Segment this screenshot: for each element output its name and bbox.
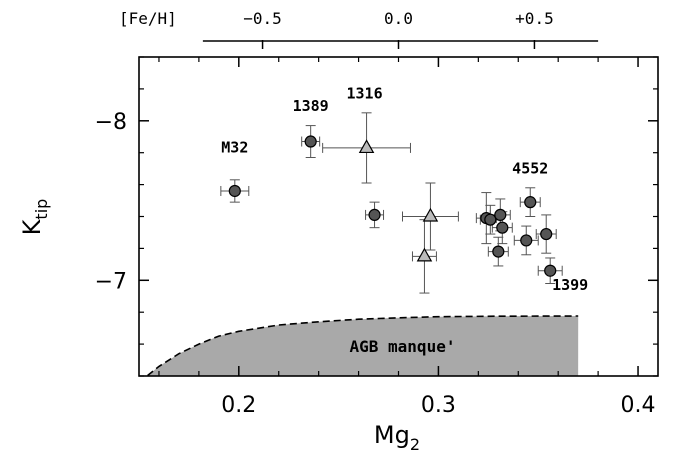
- data-point-triangle: [422, 207, 439, 222]
- agb-manque-label: AGB manque': [350, 337, 456, 356]
- x-tick-label: 0.4: [621, 393, 656, 418]
- marker-layer: [228, 135, 557, 277]
- data-point-circle: [540, 227, 553, 241]
- feh-tick-label: 0.0: [384, 9, 413, 28]
- label-layer: AGB manque' M32 1389 1316 4552 1399: [221, 84, 588, 356]
- feh-tick-label: +0.5: [515, 9, 554, 28]
- y-axis-title: Ktip: [18, 199, 51, 236]
- data-point-circle: [520, 234, 533, 247]
- y-tick-label: −8: [95, 110, 127, 135]
- annotation-label: M32: [221, 139, 248, 157]
- data-point-circle: [494, 208, 507, 222]
- data-point-circle: [484, 213, 497, 226]
- data-point-triangle: [416, 247, 433, 262]
- annotation-label: 1389: [293, 97, 329, 115]
- x-tick-label: 0.3: [421, 393, 456, 418]
- feh-axis-title: [Fe/H]: [119, 9, 177, 28]
- data-point-circle: [524, 196, 537, 209]
- y-axis-title-subscript: tip: [32, 199, 51, 220]
- annotation-label: 4552: [512, 159, 548, 177]
- y-tick-label: −7: [95, 269, 127, 294]
- agb-manque-region-layer: [139, 315, 579, 376]
- feh-tick-label: −0.5: [243, 9, 282, 28]
- annotation-label: 1316: [347, 84, 383, 102]
- agb-manque-region: [139, 316, 579, 376]
- x-axis-title: Mg2: [374, 421, 420, 454]
- annotation-label: 1399: [552, 276, 588, 294]
- data-point-circle: [228, 184, 241, 198]
- errorbar-layer: [220, 112, 563, 294]
- data-point-circle: [544, 264, 557, 277]
- x-tick-label: 0.2: [221, 393, 256, 418]
- data-point-circle: [304, 135, 317, 148]
- data-point-circle: [368, 208, 381, 222]
- x-axis-title-subscript: 2: [410, 435, 420, 454]
- axes-layer: 0.2 0.3 0.4 −8 −7 −0.5 0.0 +0.5 [Fe/H] Mg2 Ktip: [18, 9, 659, 454]
- data-point-circle: [496, 221, 509, 234]
- data-point-circle: [492, 245, 505, 258]
- data-point-triangle: [358, 139, 375, 154]
- agb-manque-boundary: [145, 315, 579, 376]
